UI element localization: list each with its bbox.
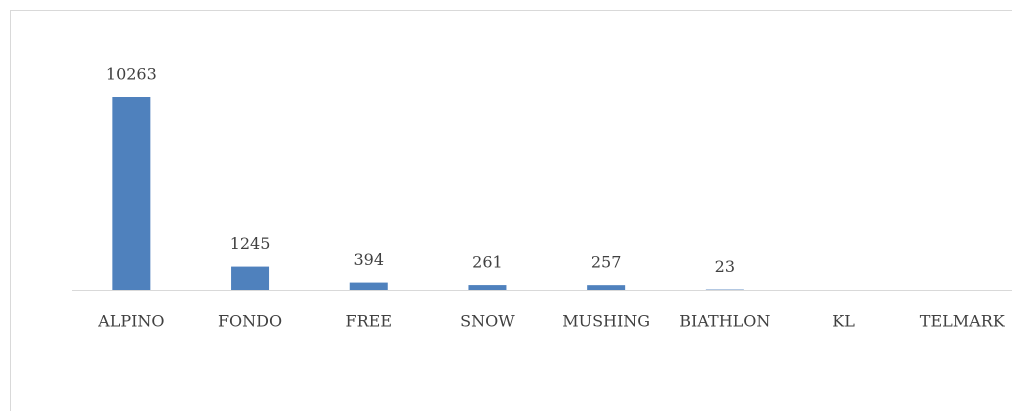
bar bbox=[349, 282, 388, 290]
chart-frame bbox=[10, 10, 1012, 411]
data-label: 10263 bbox=[106, 65, 157, 84]
x-tick-label: KL bbox=[832, 312, 855, 331]
data-label: 394 bbox=[353, 250, 384, 269]
x-tick-label: TELMARK bbox=[920, 312, 1006, 331]
data-label: 257 bbox=[591, 253, 622, 272]
x-tick-label: FREE bbox=[345, 312, 392, 331]
bar bbox=[112, 97, 151, 290]
x-tick-label: FONDO bbox=[218, 312, 282, 331]
bar bbox=[468, 285, 507, 290]
x-tick-label: SNOW bbox=[460, 312, 515, 331]
bar bbox=[587, 285, 626, 290]
x-tick-label: ALPINO bbox=[97, 312, 164, 331]
bar bbox=[231, 266, 270, 290]
data-label: 261 bbox=[472, 253, 503, 272]
data-label: 23 bbox=[715, 257, 735, 276]
data-label: 1245 bbox=[230, 234, 271, 253]
x-tick-label: BIATHLON bbox=[679, 312, 770, 331]
x-tick-label: MUSHING bbox=[562, 312, 650, 331]
